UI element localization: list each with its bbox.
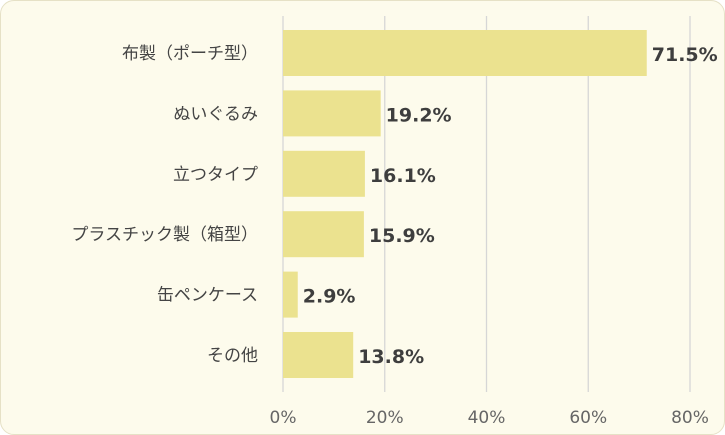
bar: [283, 332, 354, 378]
category-label: 缶ペンケース: [157, 286, 258, 306]
category-label: 立つタイプ: [173, 165, 258, 185]
x-tick-label: 80%: [671, 408, 709, 428]
x-tick-label: 20%: [366, 408, 404, 428]
value-label: 2.9%: [303, 286, 356, 308]
value-label: 71.5%: [652, 44, 718, 66]
grid-lines: [282, 16, 691, 392]
bars: [283, 30, 647, 378]
value-label: 15.9%: [369, 225, 435, 247]
value-label: 19.2%: [386, 104, 452, 126]
value-label: 13.8%: [358, 346, 424, 368]
bar: [283, 90, 381, 137]
x-tick-label: 0%: [270, 408, 297, 428]
bar: [283, 271, 298, 318]
category-label: 布製（ポーチ型）: [122, 44, 258, 64]
bar: [283, 150, 365, 197]
value-labels: 71.5% 19.2% 16.1% 15.9% 2.9% 13.8%: [303, 44, 718, 368]
x-tick-label: 40%: [468, 408, 506, 428]
category-label: ぬいぐるみ: [173, 104, 258, 124]
value-label: 16.1%: [370, 165, 436, 187]
x-tick-label: 60%: [569, 408, 607, 428]
category-label: プラスチック製（箱型）: [71, 225, 258, 245]
x-tick-labels: 0% 20% 40% 60% 80%: [270, 408, 709, 428]
bar: [283, 211, 364, 258]
category-label: その他: [207, 346, 258, 366]
bar: [283, 30, 647, 76]
